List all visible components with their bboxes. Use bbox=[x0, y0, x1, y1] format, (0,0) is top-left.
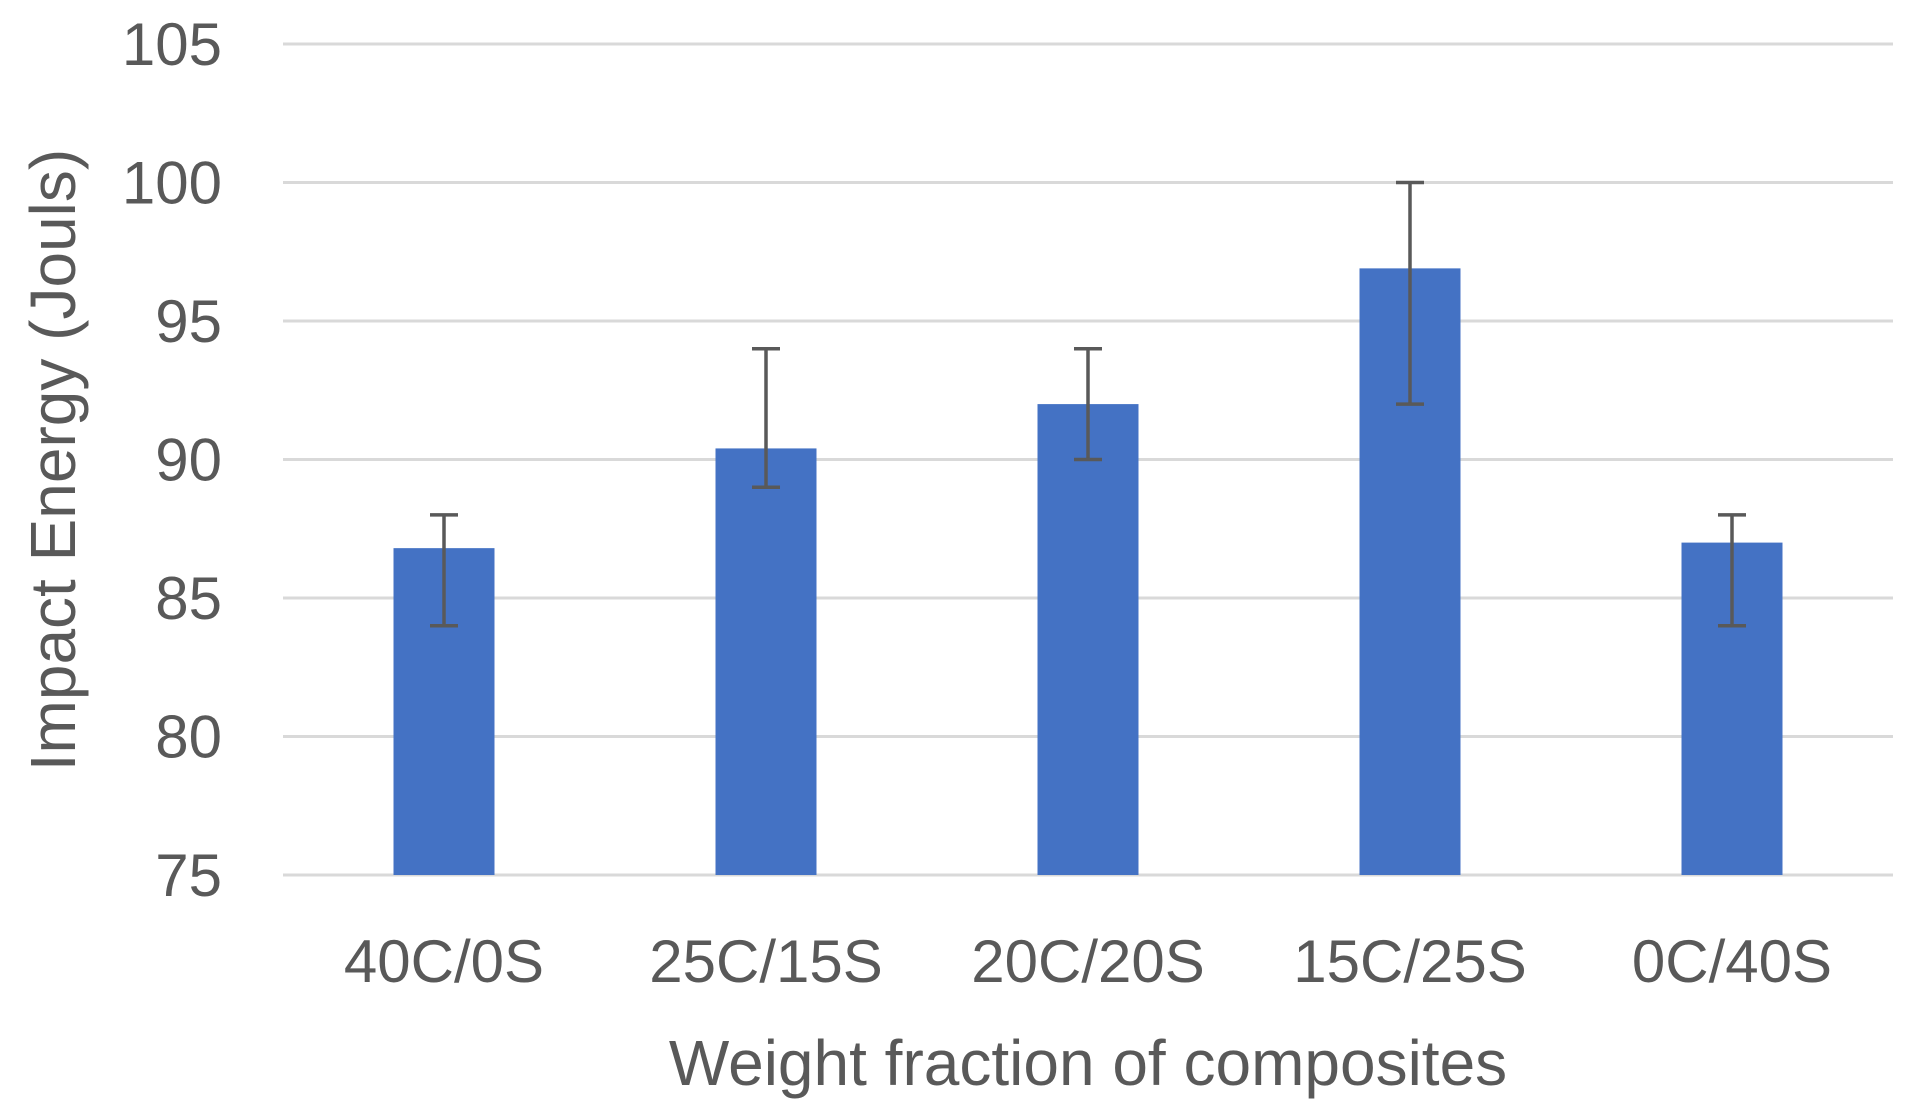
bar-20C/20S bbox=[1037, 404, 1139, 875]
bar-25C/15S bbox=[715, 448, 817, 875]
error-bar-20C/20S bbox=[1074, 346, 1102, 462]
x-axis-title: Weight fraction of composites bbox=[669, 1027, 1507, 1099]
x-tick-label: 15C/25S bbox=[1293, 928, 1527, 995]
y-axis-title: Impact Energy (Jouls) bbox=[17, 149, 89, 771]
error-bar-0C/40S bbox=[1718, 513, 1746, 628]
y-tick-labels: 75 80 85 90 95 100 105 bbox=[122, 11, 222, 909]
bars bbox=[393, 268, 1783, 875]
x-tick-label: 20C/20S bbox=[971, 928, 1205, 995]
y-tick-label: 90 bbox=[155, 427, 222, 494]
y-tick-label: 100 bbox=[122, 150, 222, 217]
x-tick-label: 0C/40S bbox=[1632, 928, 1832, 995]
y-tick-label: 95 bbox=[155, 288, 222, 355]
y-tick-label: 75 bbox=[155, 842, 222, 909]
error-bar-25C/15S bbox=[752, 346, 780, 489]
error-bar-40C/0S bbox=[430, 513, 458, 628]
x-tick-label: 40C/0S bbox=[344, 928, 544, 995]
y-tick-label: 105 bbox=[122, 11, 222, 78]
error-bar-15C/25S bbox=[1396, 180, 1424, 406]
y-tick-label: 85 bbox=[155, 565, 222, 632]
x-tick-label: 25C/15S bbox=[649, 928, 883, 995]
x-tick-labels: 40C/0S 25C/15S 20C/20S 15C/25S 0C/40S bbox=[344, 928, 1832, 995]
y-tick-label: 80 bbox=[155, 704, 222, 771]
error-bars bbox=[430, 180, 1746, 628]
